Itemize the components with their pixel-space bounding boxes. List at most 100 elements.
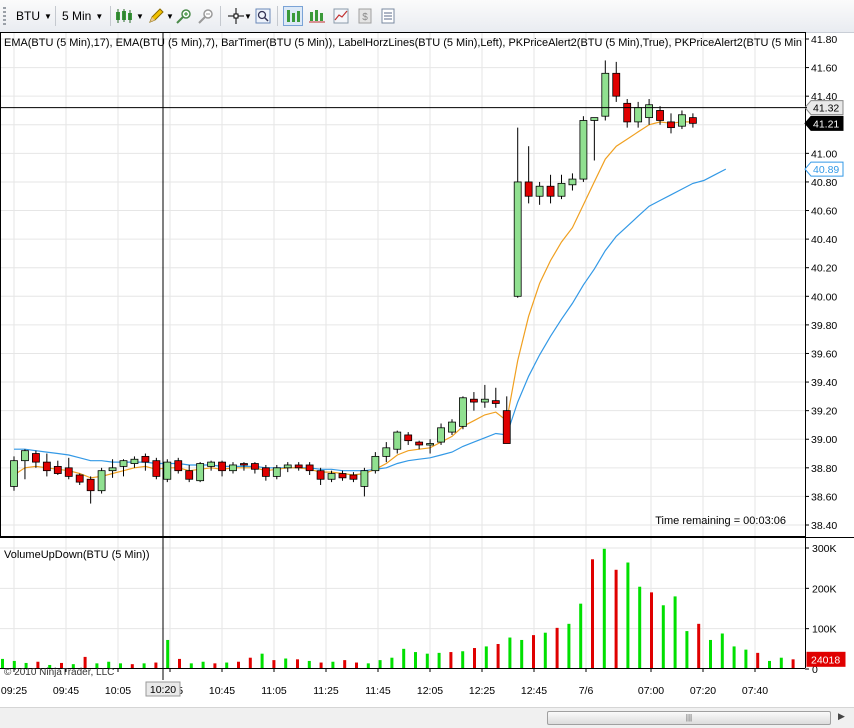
volume-bar-up: [95, 663, 99, 669]
volume-tick-label: 0: [812, 664, 818, 676]
toolbar-separator: [277, 6, 278, 26]
candle-down: [250, 463, 259, 470]
volume-bar-up: [768, 660, 771, 669]
chart-canvas[interactable]: 41.8041.6041.4041.2041.0040.8040.6040.40…: [0, 32, 854, 707]
candle-up: [568, 178, 577, 186]
time-tick-label: 09:45: [53, 685, 79, 697]
bar-type-icon: [116, 9, 132, 23]
volume-bar-up: [107, 661, 111, 669]
dollar-button[interactable]: $: [355, 6, 375, 26]
volume-bar-up: [284, 658, 288, 669]
zoom-in-button[interactable]: [174, 6, 194, 26]
candle-down: [86, 478, 95, 492]
volume-bar-up: [437, 652, 441, 669]
volume-bar-down: [614, 569, 618, 669]
chart-toolbar: BTU ▼ 5 Min ▼ ▼ ▼: [0, 0, 854, 33]
candle-up: [459, 397, 467, 427]
last-volume-label: 24018: [811, 654, 840, 666]
candle-up: [360, 470, 369, 487]
volume-tick-label: 100K: [812, 624, 837, 636]
zoom-in-icon: [176, 9, 191, 24]
volume-bar-down: [213, 663, 217, 669]
time-tick-label: 11:25: [313, 685, 339, 697]
candle-down: [546, 185, 555, 197]
price-tick-label: 38.80: [811, 463, 837, 475]
magnifier-icon: [255, 8, 271, 24]
scroll-right-arrow-icon[interactable]: ▶: [838, 711, 845, 721]
volume-bar-up: [189, 663, 193, 669]
time-tick-label: 11:45: [365, 685, 391, 697]
chart-trader-button[interactable]: [283, 6, 303, 26]
volume-bar-down: [591, 559, 594, 669]
properties-icon: [381, 8, 395, 24]
candle-down: [316, 470, 325, 480]
pencil-drawing-icon: [149, 8, 164, 23]
strategies-button[interactable]: [331, 6, 351, 26]
price-tick-label: 40.00: [811, 291, 837, 303]
volume-bar-up: [1, 658, 4, 669]
price-tick-label: 41.00: [811, 148, 837, 160]
price-tick-label: 39.00: [811, 434, 837, 446]
candle-down: [53, 465, 62, 474]
magnifier-button[interactable]: [253, 6, 273, 26]
price-tick-label: 41.80: [811, 34, 837, 46]
candlestick-series[interactable]: [10, 60, 697, 504]
volume-bar-down: [248, 657, 252, 669]
candle-up: [207, 461, 216, 467]
drawing-tool-button[interactable]: [146, 6, 166, 26]
indicators-button[interactable]: [307, 6, 327, 26]
instrument-selector[interactable]: BTU ▼: [16, 6, 52, 26]
toolbar-grip[interactable]: [3, 7, 6, 25]
chevron-down-icon[interactable]: ▼: [166, 11, 174, 21]
price-tick-label: 39.60: [811, 348, 837, 360]
scrollbar-thumb[interactable]: |||: [547, 711, 831, 725]
chevron-down-icon[interactable]: ▼: [136, 11, 144, 21]
volume-bar-up: [331, 661, 335, 669]
chevron-down-icon: ▼: [95, 11, 104, 21]
chevron-down-icon[interactable]: ▼: [244, 11, 252, 21]
volume-bar-down: [473, 648, 476, 669]
zoom-out-button[interactable]: [196, 6, 216, 26]
crosshair-button[interactable]: [226, 6, 246, 26]
candle-down: [294, 464, 303, 469]
bar-type-button[interactable]: [114, 6, 134, 26]
volume-bar-up: [709, 639, 712, 669]
price-tick-label: 38.60: [811, 491, 837, 503]
properties-button[interactable]: [378, 6, 398, 26]
candle-up: [108, 467, 117, 472]
zoom-out-icon: [198, 9, 213, 24]
candle-down: [656, 110, 664, 121]
volume-bar-up: [307, 660, 311, 669]
volume-bar-down: [532, 635, 535, 669]
candle-up: [163, 461, 172, 480]
volume-bar-up: [744, 649, 748, 669]
candle-up: [21, 450, 29, 462]
candle-up: [448, 421, 456, 433]
crosshair-price-tag: [804, 100, 844, 116]
candle-up: [283, 464, 292, 469]
volume-bar-up: [638, 586, 642, 669]
candle-down: [469, 398, 478, 403]
candle-down: [415, 441, 424, 446]
volume-bar-up: [390, 657, 394, 669]
candle-down: [491, 400, 500, 404]
candle-up: [579, 120, 588, 180]
volume-bar-up: [579, 603, 583, 669]
toolbar-separator: [220, 6, 221, 26]
candle-up: [678, 114, 686, 127]
volume-bar-up: [484, 646, 488, 669]
volume-bar-down: [36, 661, 40, 669]
interval-selector[interactable]: 5 Min ▼: [62, 6, 103, 26]
volume-bar-up: [48, 664, 52, 669]
volume-bar-down: [496, 643, 500, 669]
candle-up: [645, 104, 653, 119]
horizontal-scrollbar[interactable]: ||| ▶: [0, 707, 854, 728]
time-tick-label: 09:25: [1, 685, 27, 697]
volume-bar-down: [449, 652, 453, 669]
volume-bar-up: [12, 660, 16, 669]
volume-bar-up: [732, 646, 736, 669]
volume-bar-up: [201, 661, 205, 669]
volume-series[interactable]: [1, 548, 795, 669]
instrument-label: BTU: [16, 9, 40, 23]
volume-bar-up: [119, 663, 122, 669]
